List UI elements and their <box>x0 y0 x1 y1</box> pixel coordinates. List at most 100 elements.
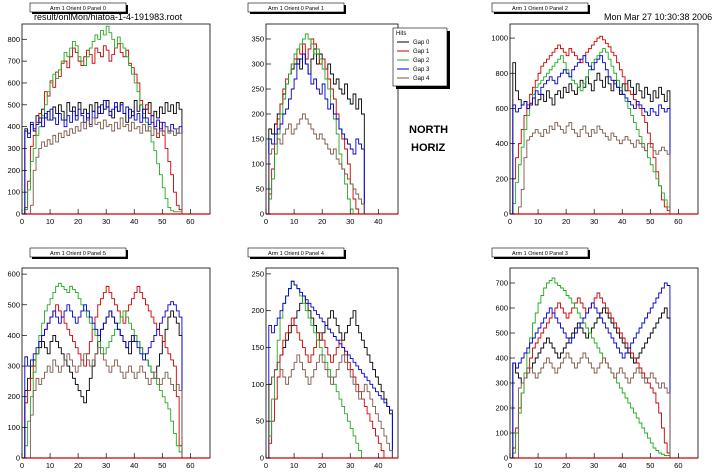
x-tick-label: 10 <box>290 461 298 470</box>
y-tick-label: 300 <box>7 362 20 371</box>
x-tick-label: 20 <box>562 461 570 470</box>
series-gap-4 <box>268 354 393 458</box>
y-tick-label: 200 <box>251 306 264 315</box>
x-tick-label: 10 <box>46 217 54 226</box>
panel-title-box: Arm 1 Orient 0 Panel 0 <box>29 2 128 14</box>
panel-title: Arm 1 Orient 0 Panel 2 <box>512 6 568 12</box>
y-tick-label: 800 <box>7 35 20 44</box>
x-tick-label: 0 <box>20 461 24 470</box>
legend-entry: Gap 2 <box>413 58 430 64</box>
y-tick-label: 600 <box>495 304 508 313</box>
x-tick-label: 30 <box>102 217 110 226</box>
x-tick-label: 0 <box>508 461 512 470</box>
title-frame <box>29 247 127 258</box>
y-tick-label: 0 <box>260 210 264 219</box>
y-tick-label: 500 <box>7 300 20 309</box>
series-gap-4 <box>512 352 671 459</box>
y-tick-label: 400 <box>495 139 508 148</box>
x-tick-label: 40 <box>618 217 626 226</box>
series-gap-3 <box>268 53 365 214</box>
x-tick-label: 50 <box>646 217 654 226</box>
x-tick-label: 10 <box>46 461 54 470</box>
series-gap-3 <box>512 55 671 214</box>
y-tick-label: 400 <box>7 122 20 131</box>
arm-label: NORTH <box>409 124 449 136</box>
series-gap-2 <box>24 25 183 214</box>
y-tick-label: 350 <box>251 35 264 44</box>
y-tick-label: 300 <box>495 379 508 388</box>
y-tick-label: 50 <box>256 417 264 426</box>
series-gap-0 <box>512 62 671 214</box>
x-tick-label: 50 <box>158 217 166 226</box>
y-tick-label: 200 <box>251 110 264 119</box>
y-tick-label: 300 <box>251 60 264 69</box>
y-tick-label: 200 <box>495 404 508 413</box>
x-tick-label: 10 <box>534 217 542 226</box>
y-tick-label: 0 <box>260 454 264 463</box>
x-tick-label: 60 <box>674 217 682 226</box>
x-tick-label: 50 <box>646 461 654 470</box>
y-tick-label: 300 <box>7 144 20 153</box>
x-tick-label: 40 <box>618 461 626 470</box>
series-gap-3 <box>268 280 393 458</box>
x-tick-label: 40 <box>374 461 382 470</box>
plot-frame <box>509 23 699 215</box>
series-gap-4 <box>512 122 671 215</box>
x-tick-label: 50 <box>158 461 166 470</box>
panel-title: Arm 1 Orient 0 Panel 0 <box>50 6 106 12</box>
y-tick-label: 0 <box>504 210 508 219</box>
panel-title-box: Arm 1 Orient 0 Panel 1 <box>247 2 346 14</box>
x-tick-label: 30 <box>346 461 354 470</box>
y-tick-label: 1000 <box>491 34 508 43</box>
orient-label: HORIZ <box>411 142 446 154</box>
legend-title: Hits <box>396 31 406 37</box>
plot-frame <box>265 23 399 215</box>
legend-entry: Gap 0 <box>413 40 430 46</box>
legend: Hits Gap 0 Gap 1 Gap 2 Gap 3 Gap 4 <box>392 27 450 89</box>
y-tick-label: 0 <box>504 454 508 463</box>
panel-title: Arm 1 Orient 0 Panel 1 <box>268 6 324 12</box>
x-tick-label: 20 <box>74 461 82 470</box>
legend-entry: Gap 4 <box>413 76 430 82</box>
x-tick-label: 10 <box>290 217 298 226</box>
y-tick-label: 200 <box>495 174 508 183</box>
title-frame <box>491 2 589 13</box>
panel-title-box: Arm 1 Orient 0 Panel 5 <box>29 247 128 259</box>
x-tick-label: 20 <box>318 461 326 470</box>
series-gap-4 <box>268 113 365 214</box>
panel-title-box: Arm 1 Orient 0 Panel 3 <box>491 247 590 259</box>
x-tick-label: 20 <box>74 217 82 226</box>
y-tick-label: 400 <box>495 354 508 363</box>
plot-frame <box>509 267 699 459</box>
x-tick-label: 30 <box>102 461 110 470</box>
y-tick-label: 100 <box>7 188 20 197</box>
x-tick-label: 30 <box>590 461 598 470</box>
series-gap-2 <box>24 282 183 458</box>
series-gap-2 <box>512 277 671 458</box>
series-gap-0 <box>268 295 393 458</box>
y-tick-label: 400 <box>7 331 20 340</box>
x-tick-label: 0 <box>264 217 268 226</box>
x-tick-label: 30 <box>346 217 354 226</box>
y-tick-label: 200 <box>7 392 20 401</box>
y-tick-label: 600 <box>495 104 508 113</box>
title-frame <box>491 247 589 258</box>
series-gap-3 <box>24 301 183 458</box>
x-tick-label: 40 <box>130 461 138 470</box>
series-gap-3 <box>24 99 183 214</box>
panel-title: Arm 1 Orient 0 Panel 5 <box>50 251 106 257</box>
series-gap-0 <box>512 307 671 458</box>
panel-title: Arm 1 Orient 0 Panel 3 <box>512 251 568 257</box>
x-tick-label: 40 <box>130 217 138 226</box>
legend-entry: Gap 3 <box>413 67 430 73</box>
x-tick-label: 0 <box>20 217 24 226</box>
panel-title-box: Arm 1 Orient 0 Panel 2 <box>491 2 590 14</box>
y-tick-label: 0 <box>16 210 20 219</box>
title-frame <box>247 247 345 258</box>
y-tick-label: 100 <box>495 429 508 438</box>
x-tick-label: 0 <box>508 217 512 226</box>
plot-frame <box>21 267 211 459</box>
y-tick-label: 700 <box>495 279 508 288</box>
file-path-label: result/onlMon/hiatoa-1-4-191983.root <box>34 12 183 22</box>
